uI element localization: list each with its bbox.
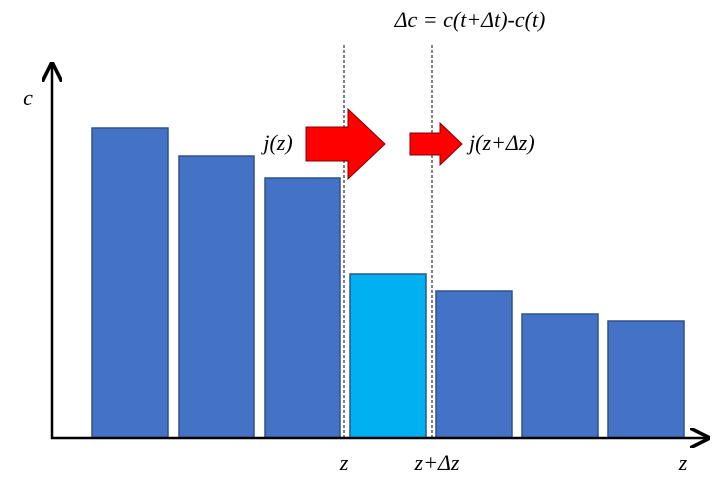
boundary-label: z+Δz (414, 450, 460, 475)
flux-out-arrow (409, 121, 463, 167)
formula: Δc = c(t+Δt)-c(t) (394, 7, 546, 32)
flux-in-label: j(z) (260, 130, 292, 155)
bar (264, 177, 341, 439)
bar (435, 290, 513, 439)
bars (91, 127, 685, 439)
bar (521, 313, 599, 439)
y-axis-label: c (23, 85, 33, 110)
bar (178, 155, 255, 439)
highlighted-bar (349, 273, 427, 439)
boundary-label: z (339, 450, 349, 475)
bar (607, 320, 685, 439)
bar (91, 127, 169, 439)
x-axis-label: z (678, 450, 688, 475)
flux-in-arrow (305, 107, 386, 181)
flux-out-label: j(z+Δz) (466, 130, 535, 155)
